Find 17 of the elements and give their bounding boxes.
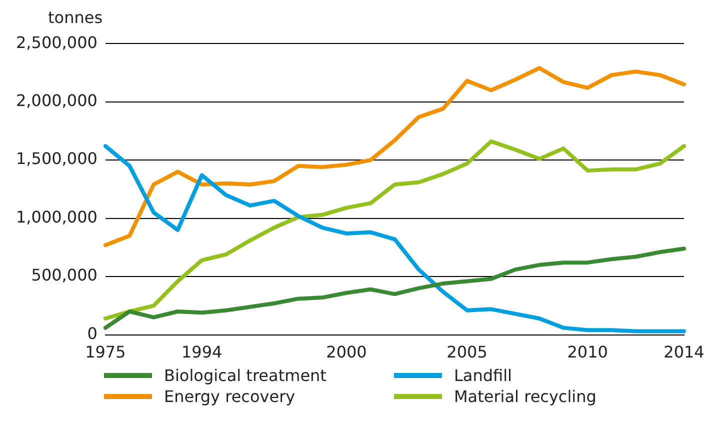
y-axis-title: tonnes: [48, 8, 104, 27]
x-tick-label: 1994: [182, 342, 222, 362]
y-tick-label: 500,000: [31, 266, 98, 285]
x-tick-label: 2000: [326, 342, 367, 362]
y-tick-label: 1,000,000: [16, 207, 98, 226]
x-tick-label: 2014: [664, 342, 704, 362]
y-tick-label: 0: [87, 324, 98, 343]
legend-label: Material recycling: [454, 387, 596, 406]
y-tick-label: 2,500,000: [16, 32, 98, 52]
y-tick-label: 2,000,000: [16, 90, 98, 110]
legend-label: Biological treatment: [164, 366, 326, 385]
x-tick-label: 1975: [85, 342, 126, 362]
x-tick-label: 2010: [567, 342, 608, 362]
y-tick-label: 1,500,000: [16, 149, 98, 168]
legend-label: Landfill: [454, 366, 512, 385]
x-tick-label: 2005: [446, 342, 488, 362]
legend-label: Energy recovery: [164, 387, 296, 406]
